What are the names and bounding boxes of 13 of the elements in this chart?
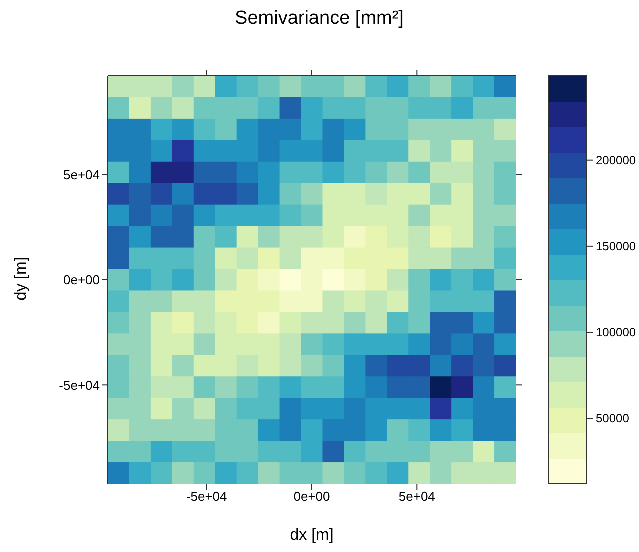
x-tick-label: 0e+00 [294, 489, 330, 504]
x-axis-title: dx [m] [289, 527, 335, 545]
color-bar-label: 150000 [596, 239, 636, 254]
x-tick-label: 5e+04 [398, 489, 436, 504]
y-axis-title: dy [m] [13, 256, 31, 303]
y-tick-label: 0e+00 [63, 272, 100, 288]
color-bar-label: 50000 [596, 412, 630, 426]
chart-title: Semivariance [mm²] [234, 8, 405, 30]
x-tick-label: -5e+04 [186, 489, 228, 504]
color-bar-label: 100000 [596, 326, 636, 340]
y-tick-label: 5e+04 [63, 167, 100, 182]
color-bar-label: 200000 [596, 153, 636, 168]
y-tick-label: -5e+04 [59, 378, 100, 393]
